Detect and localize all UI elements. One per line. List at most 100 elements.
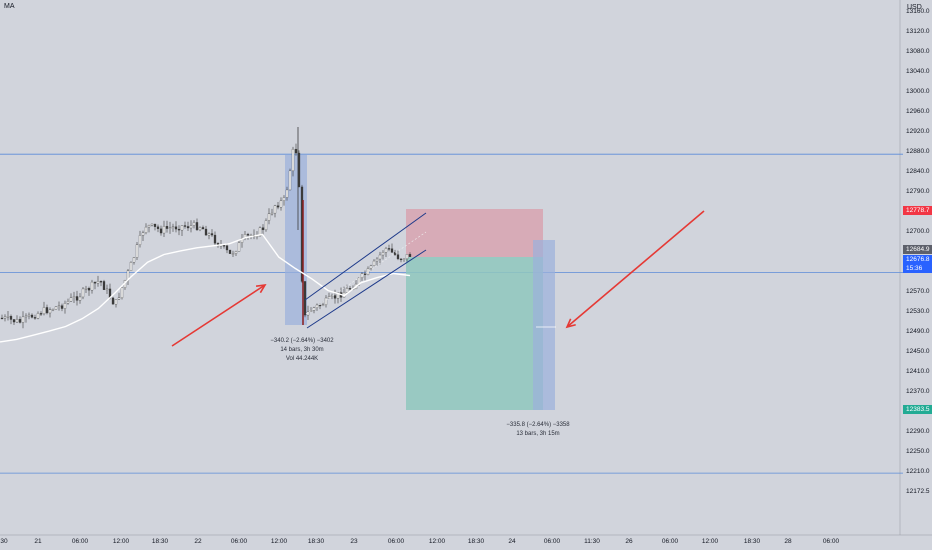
price-tick: 13120.0 [906,28,930,35]
candle-body [279,200,283,208]
candle-body [138,235,142,245]
candle-body [261,227,265,231]
candle-body [48,309,52,314]
candle-body [387,248,391,250]
price-tick: 12960.0 [906,108,930,115]
price-tick: 13080.0 [906,48,930,55]
candle-body [375,258,379,262]
time-tick: 06:00 [230,538,248,545]
candle-body [381,252,385,256]
candle-body [162,226,166,234]
candle-body [144,226,148,233]
price-tick: 13160.0 [906,8,930,15]
time-tick: 22 [194,538,202,545]
candle-body [180,225,184,231]
candle-body [165,226,169,229]
candle-body [87,288,91,291]
candle-body [321,304,325,306]
candle-body [120,287,124,298]
time-tick: 30 [0,538,8,545]
candle-body [222,245,226,247]
candle-body [99,281,103,283]
candle-body [18,319,22,323]
candle-body [294,148,298,154]
time-tick: 06:00 [71,538,89,545]
candle-body [189,225,193,229]
candle-body [42,307,46,315]
time-tick: 18:30 [467,538,485,545]
candle-body [24,315,28,318]
candle-body [45,307,49,314]
candle-body [129,262,133,271]
candle-body [39,313,43,315]
price-tick: 12530.0 [906,308,930,315]
candle-body [336,292,340,299]
candle-body [393,252,397,255]
candle-body [228,249,232,254]
candle-body [102,281,106,290]
target-zone [406,257,543,410]
candle-body [291,148,295,172]
candle-body [366,268,370,275]
candle-body [288,170,292,191]
indicator-label[interactable]: MA [4,3,15,10]
arrow-right-head [565,318,576,329]
candle-body [15,319,19,323]
candle-body [402,258,406,261]
candle-body [390,248,394,253]
price-tick: 12290.0 [906,428,930,435]
candle-body [156,226,160,229]
candle-body [384,248,388,253]
candle-body [183,225,187,227]
candle-body [90,281,94,291]
measure-box-2 [533,240,555,410]
price-tag-gray: 12684.9 [903,245,932,254]
candle-body [135,244,139,258]
time-tick: 06:00 [661,538,679,545]
candle-body [192,222,196,226]
candle-body [324,297,328,305]
candle-body [213,234,217,244]
candle-body [84,288,88,290]
price-tick: 13040.0 [906,68,930,75]
candle-body [195,222,199,231]
candle-body [57,305,61,307]
moving-average-line [0,233,411,343]
candle-body [141,232,145,236]
candle-body [12,319,16,323]
price-tick: 12490.0 [906,328,930,335]
price-tag-blue: 12676.8 [903,255,932,264]
candle-body [330,295,334,297]
candle-body [267,213,271,221]
candle-body [36,313,40,319]
candle-body [333,295,337,299]
candle-body [348,288,352,290]
time-tick: 28 [784,538,792,545]
price-tick: 12450.0 [906,348,930,355]
candle-body [264,220,268,231]
candle-body [204,228,208,236]
channel-lower [306,249,427,329]
candle-body [114,299,118,305]
time-tick: 12:00 [112,538,130,545]
candle-body [3,316,7,319]
time-tick: 06:00 [387,538,405,545]
price-tick: 12880.0 [906,148,930,155]
price-tick: 12790.0 [906,188,930,195]
time-tick: 18:30 [307,538,325,545]
candle-body [399,258,403,261]
candle-body [369,265,373,269]
candle-body [81,288,85,298]
candle-body [360,273,364,279]
candle-body [6,316,10,318]
axis-background [900,0,932,550]
candle-body [378,254,382,260]
candle-body [231,253,235,255]
candle-body [51,309,55,311]
candle-body [66,301,70,304]
candle-body [408,254,412,257]
candle-body [396,254,400,260]
currency-label: USD [907,4,922,11]
candle-body [0,317,4,320]
